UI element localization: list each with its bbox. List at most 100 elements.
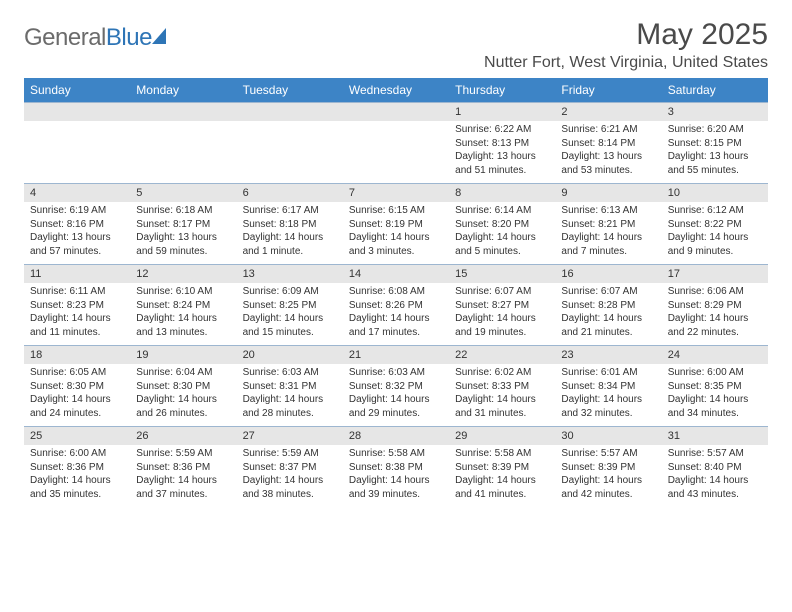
date-cell: 14 [343,265,449,283]
info-cell: Sunrise: 6:20 AMSunset: 8:15 PMDaylight:… [662,121,768,183]
sunset-text: Sunset: 8:20 PM [455,218,549,232]
sunset-text: Sunset: 8:25 PM [243,299,337,313]
daylight-text: Daylight: 14 hours and 39 minutes. [349,474,443,501]
info-cell: Sunrise: 6:00 AMSunset: 8:35 PMDaylight:… [662,364,768,426]
sunset-text: Sunset: 8:31 PM [243,380,337,394]
info-cell: Sunrise: 6:11 AMSunset: 8:23 PMDaylight:… [24,283,130,345]
date-cell [237,103,343,121]
date-cell: 31 [662,427,768,445]
sunset-text: Sunset: 8:24 PM [136,299,230,313]
info-row: Sunrise: 6:19 AMSunset: 8:16 PMDaylight:… [24,202,768,264]
sunrise-text: Sunrise: 6:00 AM [30,447,124,461]
info-row: Sunrise: 6:05 AMSunset: 8:30 PMDaylight:… [24,364,768,426]
daylight-text: Daylight: 14 hours and 22 minutes. [668,312,762,339]
sunrise-text: Sunrise: 5:58 AM [455,447,549,461]
sunrise-text: Sunrise: 6:00 AM [668,366,762,380]
info-cell: Sunrise: 6:09 AMSunset: 8:25 PMDaylight:… [237,283,343,345]
day-headers-row: SundayMondayTuesdayWednesdayThursdayFrid… [24,78,768,102]
sunrise-text: Sunrise: 6:08 AM [349,285,443,299]
daylight-text: Daylight: 14 hours and 41 minutes. [455,474,549,501]
date-cell: 10 [662,184,768,202]
daylight-text: Daylight: 13 hours and 55 minutes. [668,150,762,177]
info-cell: Sunrise: 6:10 AMSunset: 8:24 PMDaylight:… [130,283,236,345]
date-cell: 19 [130,346,236,364]
daylight-text: Daylight: 14 hours and 28 minutes. [243,393,337,420]
sunrise-text: Sunrise: 6:03 AM [243,366,337,380]
date-cell: 7 [343,184,449,202]
sunset-text: Sunset: 8:38 PM [349,461,443,475]
sunrise-text: Sunrise: 6:21 AM [561,123,655,137]
logo-text-2: Blue [106,24,152,51]
sunset-text: Sunset: 8:27 PM [455,299,549,313]
header: GeneralBlue May 2025 Nutter Fort, West V… [24,18,768,72]
sunrise-text: Sunrise: 6:19 AM [30,204,124,218]
date-cell: 5 [130,184,236,202]
info-cell: Sunrise: 5:58 AMSunset: 8:38 PMDaylight:… [343,445,449,507]
daylight-text: Daylight: 14 hours and 11 minutes. [30,312,124,339]
sunset-text: Sunset: 8:22 PM [668,218,762,232]
info-cell: Sunrise: 6:22 AMSunset: 8:13 PMDaylight:… [449,121,555,183]
date-cell: 25 [24,427,130,445]
sunset-text: Sunset: 8:32 PM [349,380,443,394]
sunrise-text: Sunrise: 6:01 AM [561,366,655,380]
info-row: Sunrise: 6:00 AMSunset: 8:36 PM Daylight:… [24,445,768,507]
date-cell: 27 [237,427,343,445]
sunset-text: Sunset: 8:16 PM [30,218,124,232]
info-cell: Sunrise: 6:01 AMSunset: 8:34 PMDaylight:… [555,364,661,426]
sunset-text: Sunset: 8:36 PM [30,461,124,475]
info-cell: Sunrise: 6:21 AMSunset: 8:14 PMDaylight:… [555,121,661,183]
day-header: Thursday [449,78,555,102]
info-cell: Sunrise: 6:14 AMSunset: 8:20 PMDaylight:… [449,202,555,264]
sunset-text: Sunset: 8:14 PM [561,137,655,151]
date-cell: 21 [343,346,449,364]
date-row: 25262728293031 [24,426,768,445]
date-row: 45678910 [24,183,768,202]
sunset-text: Sunset: 8:37 PM [243,461,337,475]
sunrise-text: Sunrise: 5:57 AM [668,447,762,461]
date-cell: 15 [449,265,555,283]
daylight-text: Daylight: 14 hours and 15 minutes. [243,312,337,339]
info-cell: Sunrise: 6:08 AMSunset: 8:26 PMDaylight:… [343,283,449,345]
info-cell: Sunrise: 6:07 AMSunset: 8:27 PMDaylight:… [449,283,555,345]
logo-text: GeneralBlue [24,24,152,52]
daylight-text: Daylight: 13 hours and 53 minutes. [561,150,655,177]
sunset-text: Sunset: 8:15 PM [668,137,762,151]
sunset-text: Sunset: 8:35 PM [668,380,762,394]
info-cell: Sunrise: 6:06 AMSunset: 8:29 PMDaylight:… [662,283,768,345]
daylight-text: Daylight: 14 hours and 17 minutes. [349,312,443,339]
sunset-text: Sunset: 8:21 PM [561,218,655,232]
sunrise-text: Sunrise: 6:15 AM [349,204,443,218]
info-cell: Sunrise: 6:12 AMSunset: 8:22 PMDaylight:… [662,202,768,264]
date-cell: 13 [237,265,343,283]
daylight-text: Daylight: 13 hours and 51 minutes. [455,150,549,177]
sunrise-text: Sunrise: 6:18 AM [136,204,230,218]
sunrise-text: Sunrise: 6:13 AM [561,204,655,218]
title-block: May 2025 Nutter Fort, West Virginia, Uni… [484,18,768,72]
info-cell [343,121,449,183]
sunrise-text: Sunrise: 6:12 AM [668,204,762,218]
sunset-text: Sunset: 8:30 PM [136,380,230,394]
day-header: Tuesday [237,78,343,102]
sunset-text: Sunset: 8:28 PM [561,299,655,313]
info-cell: Sunrise: 5:57 AMSunset: 8:39 PMDaylight:… [555,445,661,507]
info-cell: Sunrise: 6:07 AMSunset: 8:28 PMDaylight:… [555,283,661,345]
info-row: Sunrise: 6:11 AMSunset: 8:23 PMDaylight:… [24,283,768,345]
sunset-text: Sunset: 8:29 PM [668,299,762,313]
daylight-text: Daylight: 14 hours and 19 minutes. [455,312,549,339]
sunrise-text: Sunrise: 6:02 AM [455,366,549,380]
info-row: Sunrise: 6:22 AMSunset: 8:13 PMDaylight:… [24,121,768,183]
sunset-text: Sunset: 8:13 PM [455,137,549,151]
location-text: Nutter Fort, West Virginia, United State… [484,54,768,72]
daylight-text: Daylight: 14 hours and 38 minutes. [243,474,337,501]
daylight-text: Daylight: 14 hours and 34 minutes. [668,393,762,420]
sunrise-text: Sunrise: 6:09 AM [243,285,337,299]
sunset-text: Sunset: 8:40 PM [668,461,762,475]
date-cell: 6 [237,184,343,202]
info-cell: Sunrise: 6:00 AMSunset: 8:36 PMDaylight:… [24,445,130,507]
info-cell [130,121,236,183]
sail-icon [152,28,166,44]
date-cell [24,103,130,121]
date-cell: 16 [555,265,661,283]
date-cell: 8 [449,184,555,202]
date-cell: 9 [555,184,661,202]
